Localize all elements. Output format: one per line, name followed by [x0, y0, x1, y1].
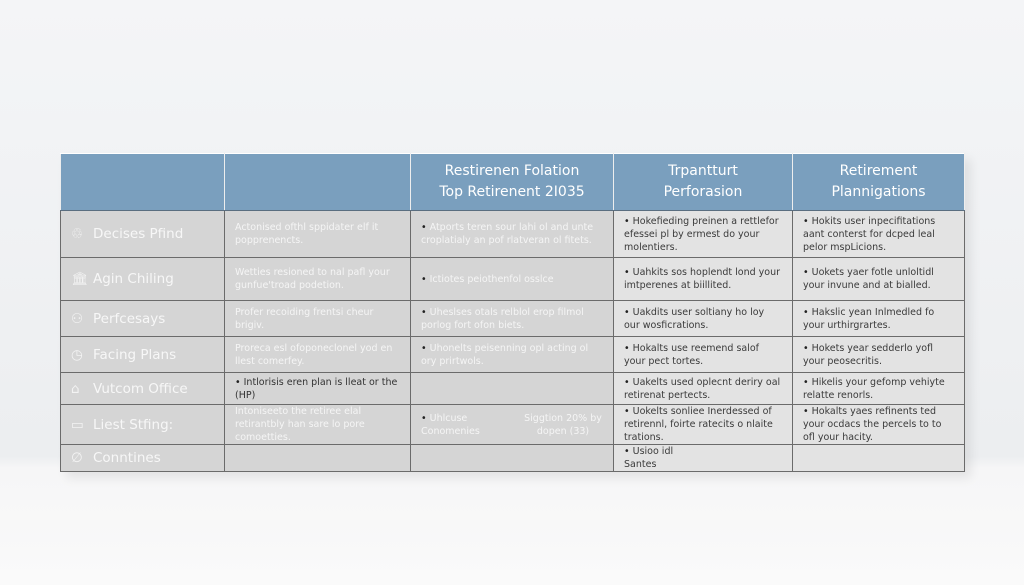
header-cell: [60, 153, 225, 211]
table-cell: Profer recoiding frentsi cheur brigiv.: [224, 300, 411, 337]
table-cell: Uheslses otals relblol erop filmol porlo…: [410, 300, 614, 337]
row-label-cell: ◷ Facing Plans: [60, 336, 225, 373]
cell-text: Hokefieding preinen a rettlefor efessei …: [624, 216, 779, 253]
comparison-table: Restirenen Folation Top Retirenent 2I035…: [60, 153, 965, 472]
table-row: ∅ Conntines Usioo idl Santes: [60, 444, 965, 472]
table-cell: Uahkits sos hoplendt lond your imtperene…: [613, 257, 793, 301]
cell-text: Hakslic yean Inlmedled fo your urthirgra…: [803, 307, 934, 331]
row-label: Perfcesays: [93, 310, 166, 327]
table-cell: Usioo idl Santes: [613, 444, 793, 472]
table-cell: Uhlcuse Conomenies Siggtion 20% by dopen …: [410, 404, 614, 445]
header-row: Restirenen Folation Top Retirenent 2I035…: [60, 153, 965, 211]
row-label: Decises Pfind: [93, 226, 184, 242]
table-cell: [410, 444, 614, 472]
table-cell: Hokets year sedderlo yofl your peosecrit…: [792, 336, 965, 373]
table-cell: [792, 444, 965, 472]
cell-text: Uokelts sonliee Inerdessed of retirennl,…: [624, 406, 773, 443]
bank-icon: 🏛: [71, 271, 89, 287]
clock-icon: ◷: [71, 346, 83, 363]
cell-text: Uokets yaer fotle unloltidl your invune …: [803, 267, 934, 291]
table-row: ⌂ Vutcom Office Intlorisis eren plan is ll…: [60, 372, 965, 405]
cell-text: Uakelts used oplecnt deriry oal retirena…: [624, 377, 780, 401]
header-cell: Retirement Plannigations: [792, 153, 965, 211]
header-cell: [224, 153, 411, 211]
table-row: ♲ Decises Pfind Actonised ofthl sppidater …: [60, 210, 965, 258]
table-cell: [410, 372, 614, 405]
cell-text: Uhlcuse Conomenies: [421, 412, 491, 438]
people-icon: ♲: [71, 226, 84, 242]
cell-text: Atports teren sour lahi ol and unte crop…: [421, 222, 593, 246]
row-label: Facing Plans: [93, 346, 177, 363]
home-icon: ⌂: [71, 380, 80, 397]
cell-text: Uahkits sos hoplendt lond your imtperene…: [624, 267, 780, 291]
row-label: Vutcom Office: [93, 380, 188, 397]
person-icon: ⚇: [71, 310, 84, 327]
table-cell: Hokits user inpecifitations aant conters…: [792, 210, 965, 258]
row-label: Conntines: [93, 450, 161, 466]
table-cell: Uokelts sonliee Inerdessed of retirennl,…: [613, 404, 793, 445]
row-label-cell: ♲ Decises Pfind: [60, 210, 225, 258]
header-cell: Restirenen Folation Top Retirenent 2I035: [410, 153, 614, 211]
table-row: ⚇ Perfcesays Profer recoiding frentsi cheu…: [60, 300, 965, 337]
cell-text: Hokets year sedderlo yofl your peosecrit…: [803, 343, 933, 367]
link-icon: ∅: [71, 450, 83, 466]
cell-text: Intoniseeto the retiree elal retirantbly…: [235, 406, 365, 443]
cell-text: Actonised ofthl sppidater elf it poppren…: [235, 222, 379, 246]
cell-text: Intlorisis eren plan is lleat or the (HP…: [235, 377, 397, 401]
table-cell: Uakdits user soltiany ho loy our wosficr…: [613, 300, 793, 337]
cell-text: Ictiotes peiothenfol osslce: [421, 274, 554, 285]
row-label: Agin Chiling: [93, 271, 174, 287]
row-label-cell: ∅ Conntines: [60, 444, 225, 472]
cell-text: Profer recoiding frentsi cheur brigiv.: [235, 306, 374, 331]
cell-text: Proreca esl ofoponeclonel yod en llest c…: [235, 342, 393, 367]
table-row: 🏛 Agin Chiling Wetties resioned to nal paf…: [60, 257, 965, 301]
table-cell: Atports teren sour lahi ol and unte crop…: [410, 210, 614, 258]
row-label: Liest Stfing:: [93, 416, 174, 433]
cell-text: Wetties resioned to nal pafl your gunfue…: [235, 267, 390, 291]
cell-text: Hokalts yaes refinents ted your ocdacs t…: [803, 406, 941, 443]
table-row: ◷ Facing Plans Proreca esl ofoponeclonel y…: [60, 336, 965, 373]
table-cell: Intoniseeto the retiree elal retirantbly…: [224, 404, 411, 445]
table-cell: Intlorisis eren plan is lleat or the (HP…: [224, 372, 411, 405]
table-cell: Uakelts used oplecnt deriry oal retirena…: [613, 372, 793, 405]
table-cell: Uhonelts peisenning opl acting ol ory pr…: [410, 336, 614, 373]
row-label-cell: ⚇ Perfcesays: [60, 300, 225, 337]
table-cell: Hokalts use reemend salof your pect tort…: [613, 336, 793, 373]
row-label-cell: 🏛 Agin Chiling: [60, 257, 225, 301]
table-cell: Ictiotes peiothenfol osslce: [410, 257, 614, 301]
cell-text: Usioo idl Santes: [624, 446, 673, 470]
table-cell: Hikelis your gefomp vehiyte relatte reno…: [792, 372, 965, 405]
table-row: ▭ Liest Stfing: Intoniseeto the retiree el…: [60, 404, 965, 445]
table-cell: Proreca esl ofoponeclonel yod en llest c…: [224, 336, 411, 373]
cell-text: Siggtion 20% by dopen (33): [524, 412, 602, 437]
cell-text: Uakdits user soltiany ho loy our wosficr…: [624, 307, 764, 331]
row-label-cell: ⌂ Vutcom Office: [60, 372, 225, 405]
table-cell: [224, 444, 411, 472]
table-cell: Hokalts yaes refinents ted your ocdacs t…: [792, 404, 965, 445]
cell-text: Hokits user inpecifitations aant conters…: [803, 216, 935, 253]
row-label-cell: ▭ Liest Stfing:: [60, 404, 225, 445]
cell-text: Hokalts use reemend salof your pect tort…: [624, 343, 759, 367]
monitor-icon: ▭: [71, 416, 84, 433]
cell-text: Uheslses otals relblol erop filmol porlo…: [421, 307, 584, 331]
cell-text: Hikelis your gefomp vehiyte relatte reno…: [803, 377, 945, 401]
cell-text: Uhonelts peisenning opl acting ol ory pr…: [421, 343, 588, 367]
table-cell: Hakslic yean Inlmedled fo your urthirgra…: [792, 300, 965, 337]
table-cell: Hokefieding preinen a rettlefor efessei …: [613, 210, 793, 258]
table-cell: Wetties resioned to nal pafl your gunfue…: [224, 257, 411, 301]
table-cell: Uokets yaer fotle unloltidl your invune …: [792, 257, 965, 301]
table-cell: Actonised ofthl sppidater elf it poppren…: [224, 210, 411, 258]
header-cell: Trpantturt Perforasion: [613, 153, 793, 211]
